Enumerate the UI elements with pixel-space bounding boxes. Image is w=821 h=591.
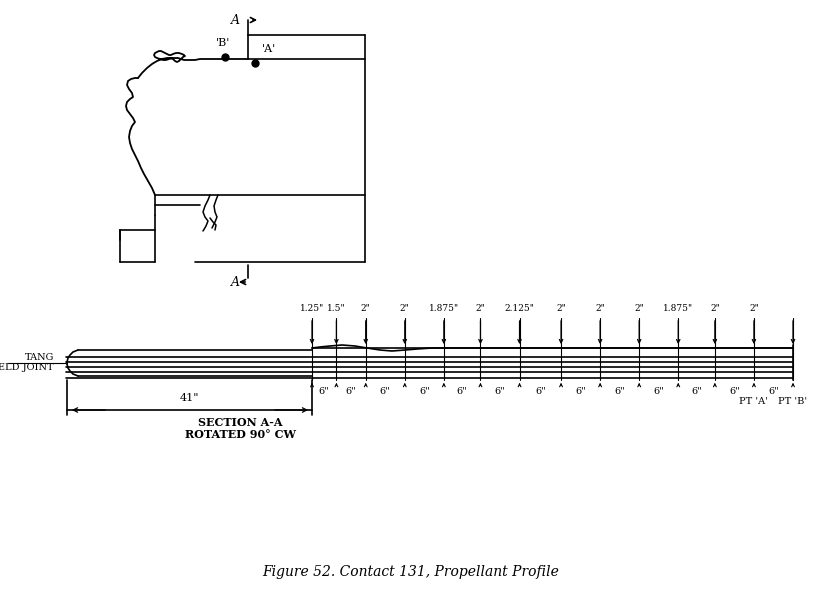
Text: 2": 2" [361, 304, 370, 313]
Text: 2.125": 2.125" [505, 304, 534, 313]
Text: 2": 2" [475, 304, 485, 313]
Text: PT 'B': PT 'B' [778, 398, 808, 407]
Text: 6": 6" [768, 388, 779, 397]
Text: 6": 6" [614, 388, 625, 397]
Text: 1.5": 1.5" [327, 304, 346, 313]
Text: 6": 6" [419, 388, 429, 397]
Text: PT 'A': PT 'A' [740, 398, 768, 407]
Text: A: A [231, 275, 240, 288]
Text: 2": 2" [595, 304, 605, 313]
Text: 6": 6" [729, 388, 740, 397]
Text: 2": 2" [400, 304, 410, 313]
Text: FIELD JOINT: FIELD JOINT [0, 363, 54, 372]
Text: 6": 6" [691, 388, 702, 397]
Text: TANG: TANG [25, 353, 54, 362]
Text: 2": 2" [710, 304, 720, 313]
Text: 6": 6" [319, 388, 329, 397]
Text: Figure 52. Contact 131, Propellant Profile: Figure 52. Contact 131, Propellant Profi… [263, 565, 559, 579]
Text: 41": 41" [180, 393, 200, 403]
Text: 'A': 'A' [262, 44, 276, 54]
Text: 6": 6" [654, 388, 664, 397]
Text: 6": 6" [576, 388, 586, 397]
Text: 2": 2" [635, 304, 644, 313]
Text: 'B': 'B' [216, 38, 230, 48]
Text: 6": 6" [535, 388, 546, 397]
Text: SECTION A-A: SECTION A-A [198, 417, 282, 427]
Text: ROTATED 90° CW: ROTATED 90° CW [185, 430, 296, 440]
Text: 6": 6" [494, 388, 506, 397]
Text: 1.875": 1.875" [663, 304, 693, 313]
Text: 2": 2" [749, 304, 759, 313]
Text: 6": 6" [346, 388, 356, 397]
Text: 6": 6" [456, 388, 467, 397]
Text: 2": 2" [556, 304, 566, 313]
Text: A: A [231, 14, 240, 27]
Text: 6": 6" [380, 388, 391, 397]
Text: 1.25": 1.25" [300, 304, 324, 313]
Text: 1.875": 1.875" [429, 304, 459, 313]
